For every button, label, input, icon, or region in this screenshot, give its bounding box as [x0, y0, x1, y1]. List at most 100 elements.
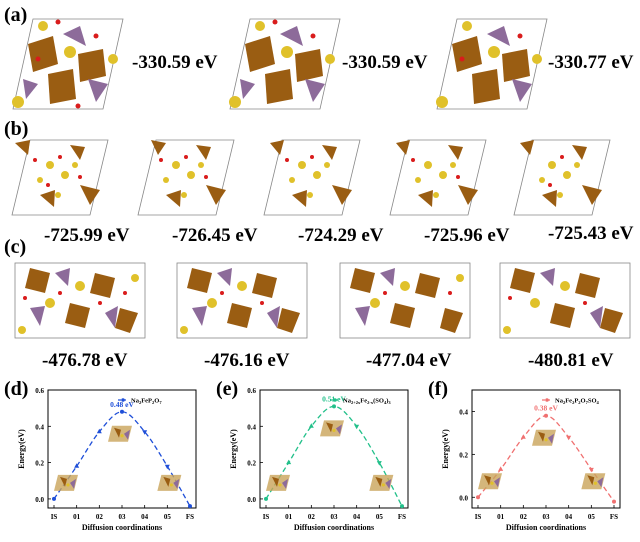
data-point [566, 435, 572, 441]
inset-atom [120, 434, 124, 438]
panel-label-e: (e) [216, 378, 239, 400]
y-axis-label: Energy(eV) [229, 429, 238, 469]
inset-structure [266, 474, 290, 491]
inset-atom [490, 481, 494, 485]
legend-marker [545, 398, 549, 402]
energy-profile-chart-e: 0.0 0.2 0.4 0.6 Energy(eV) IS 01 02 03 04 05 FS Diff… [229, 387, 409, 532]
x-tick-label: 02 [308, 513, 316, 521]
x-tick-label: 03 [543, 513, 551, 521]
energy-profile-chart-f: 0.0 0.2 0.4 Energy(eV) IS 01 02 03 04 05 FS Diffusi… [441, 389, 621, 532]
barrier-annotation: 0.48 eV [110, 400, 134, 409]
energy-b4: -725.96 eV [424, 225, 510, 246]
energy-c4: -480.81 eV [528, 350, 614, 371]
inset-structure [320, 420, 344, 437]
x-tick-label: FS [398, 513, 406, 521]
data-point [164, 464, 170, 470]
crystal-structure-b5 [513, 139, 611, 216]
inset-polyhedron [326, 422, 333, 433]
legend-label: Na2Fe2P2O7SO4 [555, 398, 600, 406]
data-point [120, 409, 124, 414]
inset-atom [544, 438, 548, 442]
inset-structure [532, 429, 556, 446]
energy-c2: -476.16 eV [204, 350, 290, 371]
inset-polyhedron [60, 476, 67, 487]
data-point [74, 463, 80, 468]
x-axis-label: Diffusion coordinations [506, 523, 586, 532]
x-tick-label: 03 [119, 513, 127, 521]
inset-polyhedron [385, 478, 392, 489]
x-axis-label: Diffusion coordinations [294, 523, 374, 532]
inset-atom [593, 481, 597, 485]
inset-cell [266, 474, 290, 491]
energy-b3: -724.29 eV [298, 225, 384, 246]
data-point [52, 496, 56, 501]
x-tick-label: 04 [141, 513, 149, 521]
x-tick-label: 01 [285, 513, 293, 521]
crystal-structure-c1 [14, 262, 146, 339]
inset-atom [332, 428, 336, 432]
inset-atom [66, 483, 70, 487]
data-point [332, 404, 336, 409]
inset-polyhedron [70, 478, 76, 489]
panel-label-c: (c) [4, 236, 27, 258]
crystal-structure-b3 [263, 139, 361, 216]
data-point [476, 495, 480, 500]
inset-polyhedron [336, 424, 342, 435]
data-point [188, 504, 192, 509]
y-axis-label: Energy(eV) [441, 429, 450, 469]
crystal-structure-c3 [339, 262, 471, 339]
data-point [400, 504, 404, 509]
inset-structure [581, 473, 606, 490]
inset-structure [369, 474, 394, 491]
inset-structure [478, 473, 502, 490]
y-axis-label: Energy(eV) [17, 429, 26, 469]
data-point [520, 434, 526, 439]
energy-c1: -476.78 eV [42, 350, 128, 371]
y-tick-label: 0.0 [459, 494, 468, 502]
inset-polyhedron [282, 478, 288, 489]
x-tick-label: IS [51, 513, 58, 521]
y-tick-label: 0.4 [459, 408, 468, 416]
data-point [286, 459, 292, 465]
x-tick-label: 04 [565, 513, 573, 521]
crystal-structure-b1 [11, 139, 109, 216]
x-tick-label: 05 [164, 513, 172, 521]
inset-cell [54, 474, 78, 491]
data-point [544, 413, 548, 418]
x-tick-label: 05 [588, 513, 596, 521]
y-tick-label: 0.2 [459, 451, 468, 459]
inset-polyhedron [548, 433, 554, 444]
data-point [308, 423, 314, 428]
data-point [588, 467, 594, 473]
inset-polyhedron [173, 478, 180, 489]
energy-c3: -477.04 eV [366, 350, 452, 371]
inset-cell [157, 474, 182, 491]
inset-polyhedron [494, 477, 500, 488]
x-tick-label: 02 [96, 513, 104, 521]
data-point [376, 461, 382, 466]
inset-cell [320, 420, 344, 437]
panel-label-b: (b) [4, 118, 29, 140]
x-tick-label: 01 [73, 513, 81, 521]
legend-marker [333, 398, 337, 402]
inset-cell [478, 473, 502, 490]
energy-a2: -330.59 eV [342, 52, 428, 73]
data-point [264, 496, 268, 501]
x-tick-label: 04 [353, 513, 361, 521]
x-tick-label: 03 [331, 513, 339, 521]
inset-structure [157, 474, 182, 491]
x-tick-label: 02 [520, 513, 528, 521]
legend-marker [121, 398, 125, 402]
panel-label-f: (f) [428, 378, 448, 400]
energy-b2: -726.45 eV [172, 225, 258, 246]
x-axis-label: Diffusion coordinations [82, 523, 162, 532]
inset-polyhedron [587, 475, 595, 486]
x-tick-label: IS [263, 513, 270, 521]
y-tick-label: 0.4 [247, 423, 256, 431]
y-tick-label: 0.6 [35, 387, 44, 395]
panel-label-a: (a) [4, 4, 28, 26]
inset-atom [169, 483, 173, 487]
crystal-structure-a3 [436, 18, 548, 110]
crystal-structure-c4 [499, 262, 631, 339]
inset-polyhedron [375, 476, 383, 487]
